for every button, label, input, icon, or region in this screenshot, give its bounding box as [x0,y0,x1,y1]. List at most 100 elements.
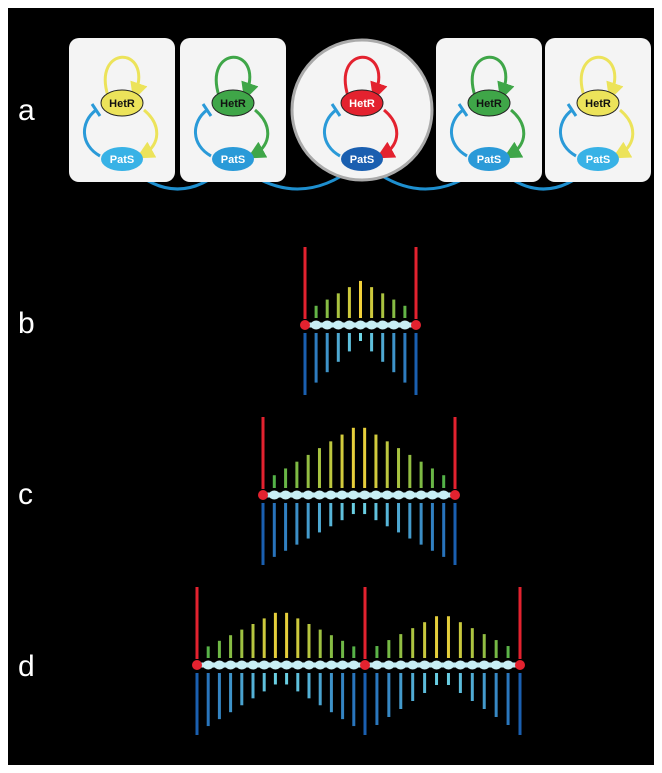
hetr-level [446,616,450,658]
hetr-level [392,299,396,318]
pats-level [385,503,389,527]
hetr-level [351,427,355,488]
hetr-label: HetR [585,98,611,110]
pats-level [217,673,221,720]
vegetative-cell [213,660,225,670]
pats-level [470,673,474,701]
vegetative-cell [343,320,355,330]
self-activation [214,55,259,101]
vegetative-cell [347,490,359,500]
pats-level [329,673,333,713]
vegetative-cell [269,660,281,670]
vegetative-cell [292,660,304,670]
hetr-level [399,634,403,658]
pats-level [408,503,412,539]
hetr-level [284,468,288,488]
hetr-level [314,305,318,318]
vegetative-cell [247,660,259,670]
self-activation [103,55,148,101]
panel-label: d [18,650,35,683]
pats-level [251,673,255,699]
pats-level [206,673,210,727]
hetr-level [423,622,427,658]
inhibition [559,108,577,158]
vegetative-cell [383,660,395,670]
hetr-level [381,293,385,318]
self-activation [470,55,515,101]
self-activation [343,55,388,101]
vegetative-cell [399,320,411,330]
vegetative-cell [313,490,325,500]
vegetative-cell [407,660,419,670]
hetr-level [374,434,378,488]
vegetative-cell [478,660,490,670]
heterocyst-pats [363,673,367,735]
hetr-level [411,628,415,658]
hetr-level [273,612,277,658]
pats-level [317,503,321,533]
pats-level [392,333,396,373]
vegetative-cell [281,660,293,670]
vegetative-cell [426,490,438,500]
pats-level [240,673,244,706]
hetr-level [403,305,407,318]
hetr-level [329,635,333,658]
heterocyst [300,320,310,330]
hetr-level [206,646,210,658]
hetr-level [296,618,300,658]
vegetative-cell [466,660,478,670]
inhibition-bar [90,103,102,117]
vegetative-cell [355,320,366,330]
pats-level [399,673,403,709]
hetr-level [370,287,374,318]
pats-level [430,503,434,551]
hetr-level [325,299,329,318]
pats-level [306,503,310,539]
pats-level [325,333,329,373]
pats-level [446,673,450,685]
pats-level [381,333,385,362]
hetr-level [408,454,412,488]
inhibition [450,108,468,158]
hetr-level [318,629,322,658]
heterocyst-pats [195,673,199,735]
vegetative-cell [395,660,407,670]
pats-level [340,503,344,521]
pats-level [387,673,391,717]
heterocyst-hetr [261,417,265,489]
pats-node [212,147,254,171]
heterocyst-hetr [518,587,522,659]
hetr-level [482,634,486,658]
pats-level [318,673,322,706]
heterocyst [515,660,525,670]
self-activation [579,55,624,101]
hetr-level [494,640,498,658]
hetr-label: HetR [220,98,246,110]
vegetative-cell [332,320,344,330]
vegetative-cell [303,660,315,670]
activation [247,108,270,159]
vegetative-cell [291,490,303,500]
hetr-level [442,475,446,488]
hetr-label: HetR [476,98,502,110]
pats-level [423,673,427,693]
pats-level [341,673,345,720]
vegetative-cell [438,490,450,500]
hetr-level [506,646,510,658]
hetr-level [306,454,310,488]
hetr-level [251,624,255,658]
vegetative-cell [371,660,383,670]
heterocyst-hetr [453,417,457,489]
inhibition-bar [566,103,578,117]
pats-node [101,147,143,171]
vegetative-cell [388,320,400,330]
pats-level [272,503,276,557]
vegetative-cell [348,660,360,670]
heterocyst [360,660,370,670]
vegetative-cell [366,320,378,330]
hetr-label: HetR [109,98,135,110]
pats-level [403,333,407,383]
vegetative-cell [325,660,337,670]
vegetative-cell [280,490,292,500]
pats-node [468,147,510,171]
